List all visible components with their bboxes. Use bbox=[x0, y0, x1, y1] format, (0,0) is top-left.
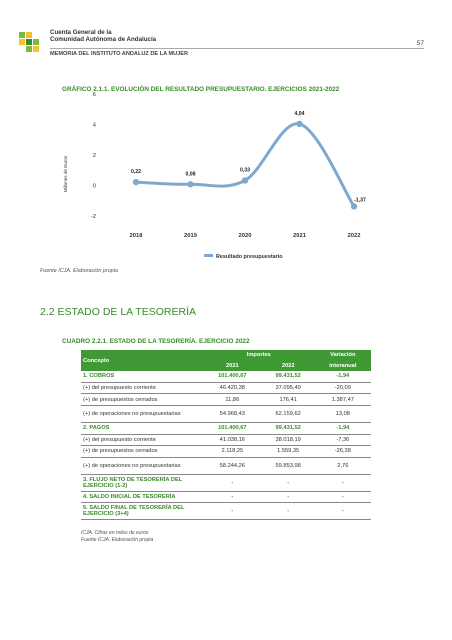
institution-logo bbox=[19, 32, 39, 52]
table-row: (+) del presupuesto corriente 41.038,16 38… bbox=[81, 434, 371, 446]
treasury-table: Concepto Importes Variación 2021 2022 in… bbox=[81, 350, 371, 520]
table-row: 1. COBROS 101.400,67 99.431,52 -1,94 bbox=[81, 371, 371, 383]
header-title-line1: Cuenta General de la bbox=[50, 29, 112, 36]
x-tick-label: 2020 bbox=[239, 233, 252, 239]
data-point bbox=[296, 120, 303, 128]
header-concepto: Concepto bbox=[81, 350, 203, 372]
y-axis-label: Millones de Euros bbox=[63, 155, 68, 192]
x-tick-label: 2022 bbox=[348, 233, 361, 239]
line-chart: Millones de Euros 6 4 2 0 -2 2018 2019 2020 202… bbox=[63, 92, 366, 260]
header-importes: Importes bbox=[203, 350, 315, 361]
table-row: (+) de presupuestos cerrados 2.118,25 1.55… bbox=[81, 446, 371, 458]
table-note: ICJA. Cifras en miles de euros bbox=[81, 530, 149, 536]
header-variacion-2: interanual bbox=[314, 360, 371, 372]
data-point bbox=[132, 178, 140, 186]
series-line-resultado bbox=[134, 122, 356, 208]
header-subtitle: MEMORIA DEL INSTITUTO ANDALUZ DE LA MUJE… bbox=[50, 51, 189, 57]
table-row: (+) del presupuesto corriente 46.420,38 37… bbox=[81, 382, 371, 394]
data-label: 0,22 bbox=[131, 169, 141, 175]
y-tick-label: -2 bbox=[91, 214, 96, 220]
table-row: (+) de operaciones no presupuestarias 58.… bbox=[81, 457, 371, 475]
data-label: -1,37 bbox=[354, 197, 366, 203]
y-tick-label: 0 bbox=[93, 184, 96, 190]
page-number: 57 bbox=[416, 40, 424, 47]
table-row: 2. PAGOS 101.400,67 99.431,52 -1,94 bbox=[81, 422, 371, 435]
header-2021: 2021 bbox=[203, 360, 262, 372]
data-point bbox=[350, 203, 358, 210]
x-tick-label: 2021 bbox=[293, 233, 307, 239]
table-row: 3. FLUJO NETO DE TESORERÍA DEL EJERCICIO… bbox=[81, 474, 371, 492]
data-label: 0,08 bbox=[185, 171, 195, 177]
header-variacion-1: Variación bbox=[314, 350, 371, 361]
header-title-line2: Comunidad Autónoma de Andalucía bbox=[50, 36, 157, 43]
y-tick-label: 6 bbox=[93, 92, 96, 98]
header-divider bbox=[50, 48, 424, 49]
y-tick-label: 4 bbox=[93, 123, 97, 129]
chart-title: GRÁFICO 2.1.1. EVOLUCIÓN DEL RESULTADO P… bbox=[62, 86, 340, 93]
x-tick-label: 2019 bbox=[184, 233, 198, 239]
table-row: (+) de presupuestos cerrados 11,86 176,41 1… bbox=[81, 394, 371, 406]
header-2022: 2022 bbox=[261, 360, 315, 372]
legend-label: Resultado presupuestario bbox=[216, 254, 283, 260]
table-row: 5. SALDO FINAL DE TESORERÍA DEL EJERCICI… bbox=[81, 503, 371, 520]
legend-swatch bbox=[204, 254, 213, 257]
y-tick-label: 2 bbox=[93, 153, 96, 159]
data-point bbox=[187, 181, 194, 188]
data-label: 4,04 bbox=[294, 111, 304, 117]
table-source: Fuente ICJA. Elaboración propia bbox=[81, 537, 154, 543]
chart-source: Fuente ICJA. Elaboración propia bbox=[40, 268, 118, 274]
data-label: 0,33 bbox=[240, 167, 250, 173]
table-title: CUADRO 2.2.1. ESTADO DE LA TESORERÍA. EJ… bbox=[62, 338, 250, 345]
section-title: 2.2 ESTADO DE LA TESORERÍA bbox=[40, 306, 196, 318]
data-point bbox=[241, 177, 249, 184]
table-row: 4. SALDO INICIAL DE TESORERÍA - - - bbox=[81, 491, 371, 503]
table-row: (+) de operaciones no presupuestarias 54.… bbox=[81, 405, 371, 423]
x-tick-label: 2018 bbox=[130, 233, 144, 239]
